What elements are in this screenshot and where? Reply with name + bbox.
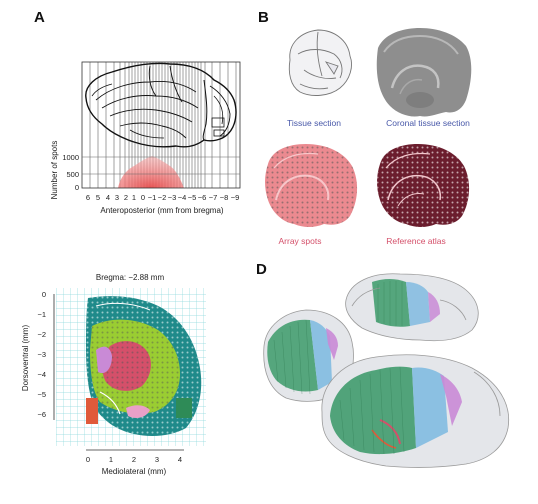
brain-3d-large xyxy=(321,354,510,468)
a-x-ticks: 6 5 4 3 2 1 0 −1 −2 −3 −4 −5 −6 −7 −8 −9 xyxy=(86,193,239,202)
a-xtick: −9 xyxy=(231,193,240,202)
c-xtick: 0 xyxy=(86,455,90,464)
c-xaxis-label: Mediolateral (mm) xyxy=(102,467,167,476)
a-xtick: 5 xyxy=(96,193,100,202)
c-xtick: 4 xyxy=(178,455,182,464)
a-yaxis-label: Number of spots xyxy=(50,141,59,200)
a-xtick: 4 xyxy=(106,193,110,202)
c-ytick: −1 xyxy=(37,310,46,319)
panel-d: D xyxy=(256,261,510,468)
a-xtick: −2 xyxy=(158,193,167,202)
panel-c: Bregma: −2.88 mm 0 −1 −2 −3 xyxy=(21,273,206,476)
a-xtick: −1 xyxy=(148,193,157,202)
caption-coronal-tissue-section: Coronal tissue section xyxy=(386,118,470,128)
coronal-tissue-image xyxy=(376,28,472,117)
panel-d-label: D xyxy=(256,261,267,278)
c-yaxis-label: Dorsoventral (mm) xyxy=(21,325,30,392)
brain-3d-left xyxy=(263,309,354,402)
a-xaxis-label: Anteroposterior (mm from bregma) xyxy=(100,206,223,215)
a-ytick-500: 500 xyxy=(66,170,79,179)
a-xtick: −4 xyxy=(178,193,187,202)
panel-a-axes xyxy=(81,61,241,189)
a-xtick: 3 xyxy=(115,193,119,202)
panel-b-label: B xyxy=(258,9,269,26)
panel-b: B Tissue section Coronal tissue section xyxy=(258,9,472,246)
a-xtick: 1 xyxy=(132,193,136,202)
c-ytick: −5 xyxy=(37,390,46,399)
a-xtick: −8 xyxy=(220,193,229,202)
c-xtick: 2 xyxy=(132,455,136,464)
a-xtick: −5 xyxy=(188,193,197,202)
c-ytick: −2 xyxy=(37,330,46,339)
a-xtick: 6 xyxy=(86,193,90,202)
a-xtick: −3 xyxy=(168,193,177,202)
c-title: Bregma: −2.88 mm xyxy=(96,273,165,282)
array-spots-image xyxy=(265,144,358,227)
a-ytick-1000: 1000 xyxy=(62,153,79,162)
panel-a-label: A xyxy=(34,9,45,26)
reference-atlas-image xyxy=(377,144,470,227)
caption-tissue-section: Tissue section xyxy=(287,118,341,128)
registered-hemisphere xyxy=(86,296,202,436)
caption-array-spots: Array spots xyxy=(279,236,322,246)
a-xtick: 2 xyxy=(124,193,128,202)
c-ytick: −6 xyxy=(37,410,46,419)
brain-3d-top xyxy=(345,273,479,342)
panel-c-axes xyxy=(53,294,184,451)
c-xtick: 1 xyxy=(109,455,113,464)
c-ytick: 0 xyxy=(42,290,46,299)
sagittal-brain-outline xyxy=(85,62,237,148)
c-x-ticks: 0 1 2 3 4 xyxy=(86,455,182,464)
c-xtick: 3 xyxy=(155,455,159,464)
a-xtick: 0 xyxy=(141,193,145,202)
c-y-ticks: 0 −1 −2 −3 −4 −5 −6 xyxy=(37,290,46,419)
a-ytick-0: 0 xyxy=(75,183,79,192)
whole-brain-render xyxy=(288,29,352,96)
a-xtick: −7 xyxy=(209,193,218,202)
spot-count-histogram xyxy=(118,156,184,188)
a-xtick: −6 xyxy=(198,193,207,202)
caption-reference-atlas: Reference atlas xyxy=(386,236,446,246)
c-ytick: −3 xyxy=(37,350,46,359)
panel-a: A xyxy=(34,9,241,215)
c-ytick: −4 xyxy=(37,370,46,379)
